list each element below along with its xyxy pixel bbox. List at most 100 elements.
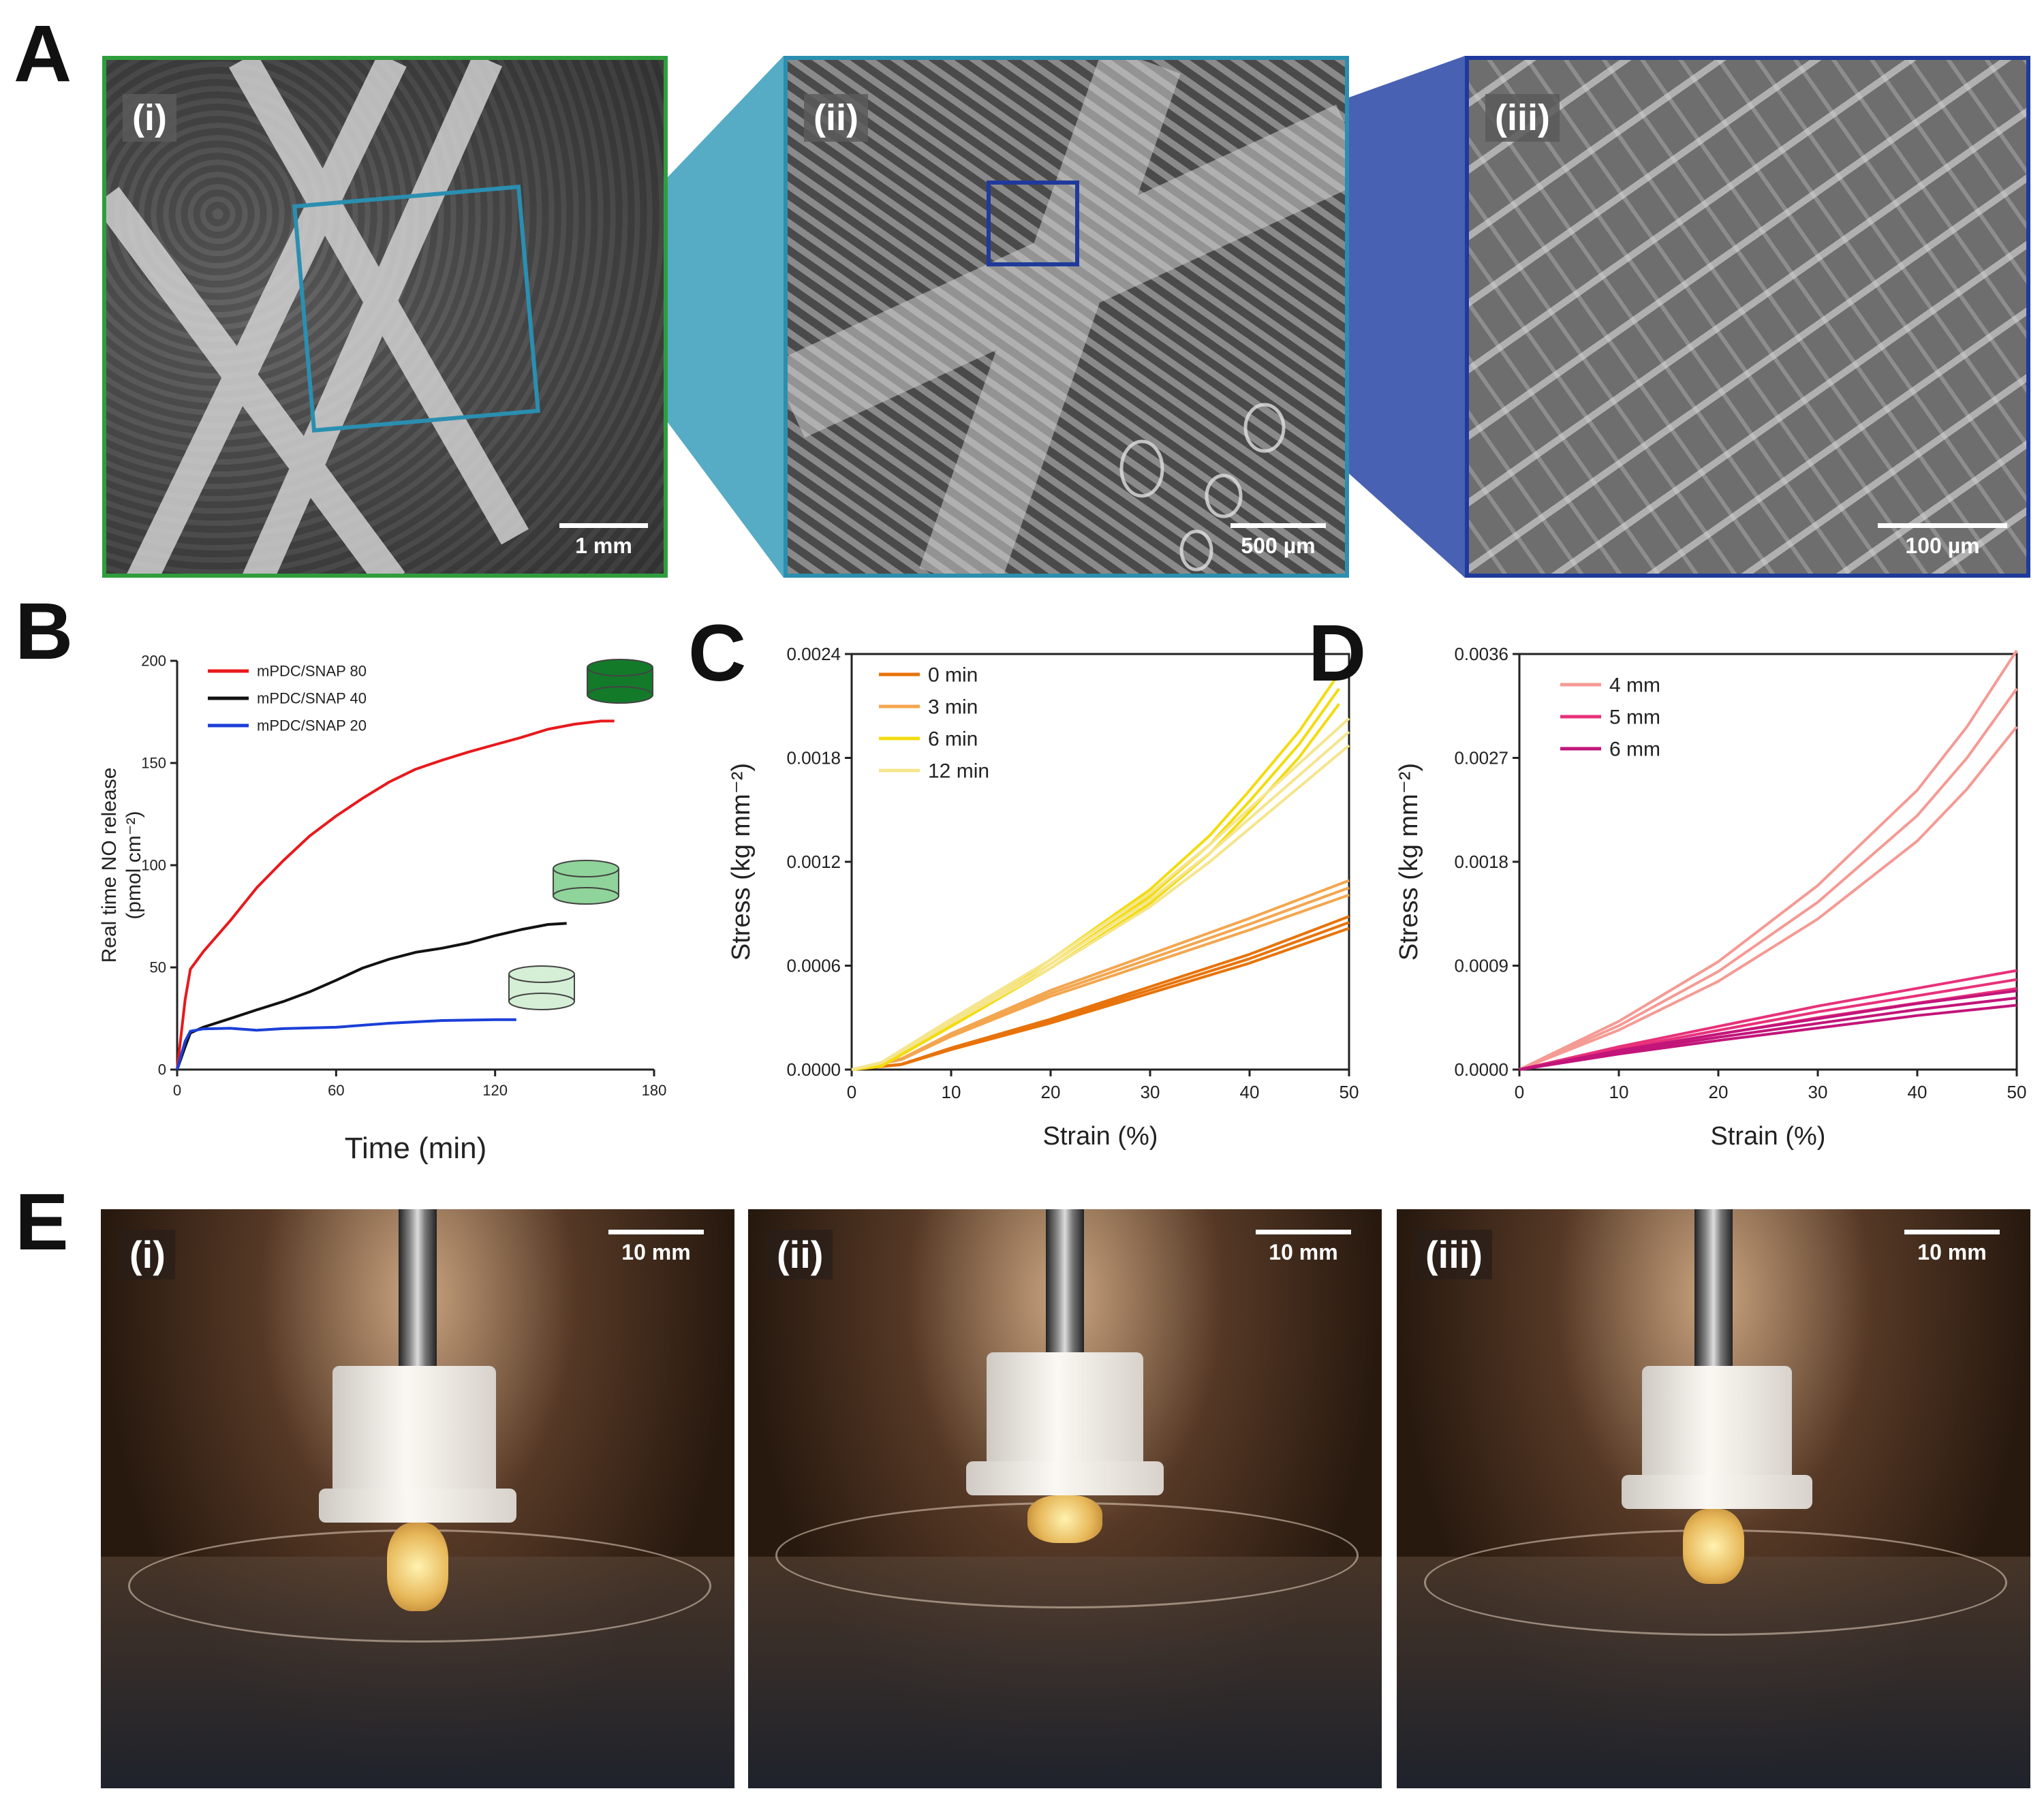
chart-d-ylabel: Stress (kg mm⁻²) <box>1395 763 1423 961</box>
cylinder-icon-light <box>508 965 575 1010</box>
chart-d-x-tick-label: 50 <box>2007 1082 2027 1102</box>
panel-d-letter: D <box>1308 608 1367 698</box>
chart-d-y-tick-label: 0.0036 <box>1454 644 1508 664</box>
scalebar-ii: 500 µm <box>1224 523 1333 559</box>
panel-a-letter: A <box>14 9 72 99</box>
chart-c-ylabel: Stress (kg mm⁻²) <box>727 763 756 961</box>
scalebar-iii: 100 µm <box>1871 523 2014 559</box>
photo-label-e-i: (i) <box>120 1230 175 1279</box>
scalebar-e-i: 10 mm <box>605 1230 707 1265</box>
chart-d-legend-label: 5 mm <box>1609 706 1660 729</box>
chart-c-series-6-min <box>851 687 1341 1071</box>
chart-b-legend-label: mPDC/SNAP 80 <box>257 663 367 680</box>
chart-d-x-tick-label: 20 <box>1709 1082 1729 1102</box>
chart-d: 0 10 20 30 40 50 0.0000 0.0009 0.0018 0.0027 0.003… <box>1395 644 2027 1151</box>
chart-d-series-5-mm <box>1519 978 2017 1071</box>
photo-e-iii-sample <box>1683 1509 1744 1584</box>
chart-c-y-tick-label: 0.0024 <box>786 644 841 664</box>
chart-d-y-tick-label: 0.0009 <box>1454 956 1508 976</box>
scalebar-e-iii-bar <box>1904 1230 2000 1234</box>
chart-d-y-tick-label: 0.0018 <box>1454 852 1508 872</box>
photo-e-iii-rod <box>1694 1209 1733 1366</box>
chart-d-series-5-mm <box>1519 969 2017 1071</box>
scalebar-e-ii-text: 10 mm <box>1269 1240 1338 1264</box>
chart-c-y-tick-label: 0.0012 <box>786 852 841 872</box>
panel-b-letter: B <box>15 587 74 676</box>
sem-label-i: (i) <box>123 94 176 142</box>
chart-c-x-tick-label: 50 <box>1340 1082 1359 1102</box>
chart-b-series-mpdc-snap-40 <box>176 922 567 1070</box>
chart-d-series-6-mm <box>1519 1003 2017 1071</box>
chart-c-legend-label: 12 min <box>928 760 989 783</box>
zoom-box-ii <box>987 181 1079 266</box>
photo-e-i-rod <box>399 1209 437 1366</box>
photo-e-iii-cap-flange <box>1622 1475 1812 1509</box>
chart-c-y-tick-label: 0.0000 <box>786 1059 841 1080</box>
chart-b-legend-label: mPDC/SNAP 40 <box>257 690 367 707</box>
chart-b-x-tick-label: 60 <box>328 1082 344 1099</box>
scalebar-e-i-text: 10 mm <box>621 1240 691 1264</box>
chart-b-x-tick-label: 120 <box>482 1082 508 1099</box>
photo-e-ii-sample <box>1027 1495 1102 1543</box>
chart-c-x-tick-label: 30 <box>1141 1082 1160 1102</box>
chart-d-x-tick-label: 0 <box>1515 1082 1524 1102</box>
scalebar-e-ii: 10 mm <box>1252 1230 1354 1265</box>
chart-c-series-6-min <box>851 703 1341 1071</box>
photo-label-e-iii: (iii) <box>1416 1230 1492 1279</box>
chart-c-legend-label: 3 min <box>928 696 978 719</box>
scalebar-e-iii-text: 10 mm <box>1917 1240 1987 1264</box>
chart-b-y-tick-label: 100 <box>141 857 166 874</box>
chart-b-y-tick-label: 0 <box>158 1061 166 1078</box>
chart-d-series-6-mm <box>1519 989 2017 1071</box>
chart-d-y-tick-label: 0.0000 <box>1454 1059 1508 1080</box>
chart-b: 0 60 120 180 0 50 100 150 200 Time (min) Real time… <box>98 653 666 1165</box>
scalebar-i-text: 1 mm <box>575 533 632 558</box>
chart-b-ylabel-line1: Real time NO release <box>98 768 121 963</box>
chart-d-x-tick-label: 30 <box>1808 1082 1828 1102</box>
chart-d-x-tick-label: 40 <box>1908 1082 1927 1102</box>
chart-d-x-tick-label: 10 <box>1609 1082 1629 1102</box>
chart-b-xlabel: Time (min) <box>345 1132 487 1165</box>
photo-label-e-ii: (ii) <box>767 1230 833 1279</box>
sem-label-iii: (iii) <box>1485 94 1560 142</box>
panel-e-letter: E <box>15 1177 69 1267</box>
chart-c-series-3-min <box>851 893 1350 1071</box>
photo-e-i-sample <box>387 1523 448 1611</box>
scalebar-ii-bar <box>1230 523 1326 528</box>
scalebar-ii-text: 500 µm <box>1241 533 1316 558</box>
chart-d-series-4-mm <box>1519 649 2018 1071</box>
scalebar-iii-bar <box>1878 523 2007 528</box>
chart-c-y-tick-label: 0.0018 <box>786 748 841 768</box>
chart-d-series-6-mm <box>1519 996 2017 1071</box>
chart-d-xlabel: Strain (%) <box>1711 1122 1826 1151</box>
chart-c: 0 10 20 30 40 50 0.0000 0.0006 0.0012 0.0018 0.002… <box>727 644 1359 1151</box>
cylinder-icon-mid <box>553 860 619 905</box>
chart-b-series-mpdc-snap-20 <box>176 1018 516 1070</box>
scalebar-i: 1 mm <box>556 523 651 559</box>
scaffold-lattice <box>106 60 541 574</box>
zoom-box-i <box>292 184 541 433</box>
sem-image-ii: (ii) 500 µm <box>784 56 1349 578</box>
strut-detail <box>788 60 1345 574</box>
scalebar-e-i-bar <box>608 1230 704 1234</box>
chart-b-y-tick-label: 50 <box>150 959 166 976</box>
cylinder-icon-dark <box>587 659 653 704</box>
photo-e-ii-cap-flange <box>966 1461 1164 1495</box>
chart-c-series-6-min <box>851 672 1341 1071</box>
photo-e-ii-rod <box>1046 1209 1084 1366</box>
sem-image-i: (i) 1 mm <box>102 56 668 578</box>
scalebar-i-bar <box>559 523 648 528</box>
chart-b-y-tick-label: 200 <box>141 653 166 670</box>
scalebar-e-ii-bar <box>1256 1230 1351 1234</box>
chart-c-series-0-min <box>851 915 1350 1071</box>
sem-label-ii: (ii) <box>804 94 868 142</box>
chart-b-series-mpdc-snap-80 <box>176 719 615 1070</box>
chart-b-y-tick-label: 150 <box>141 755 166 772</box>
scalebar-e-iii: 10 mm <box>1901 1230 2003 1265</box>
cylinder-icon-light-top <box>508 965 575 983</box>
scalebar-iii-text: 100 µm <box>1905 533 1980 558</box>
chart-c-x-tick-label: 0 <box>847 1082 856 1102</box>
chart-d-legend-label: 6 mm <box>1609 738 1660 761</box>
cylinder-icon-dark-base <box>587 686 653 704</box>
chart-c-legend-label: 0 min <box>928 664 978 687</box>
